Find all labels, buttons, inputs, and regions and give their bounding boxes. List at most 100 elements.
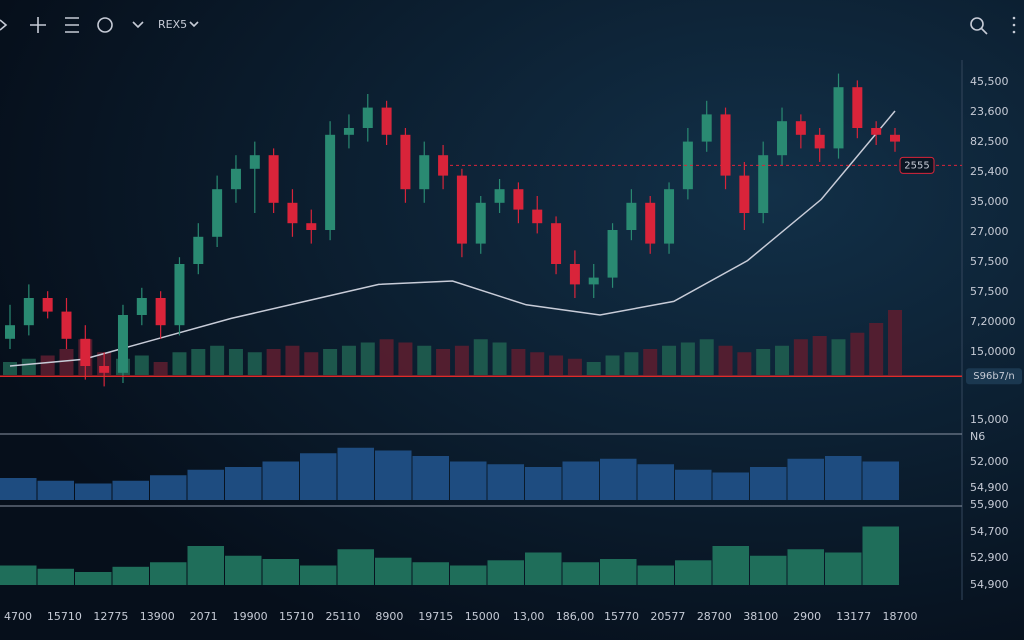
candle-body bbox=[551, 223, 562, 264]
osc1-bar bbox=[150, 475, 187, 500]
osc2-bar bbox=[675, 560, 712, 585]
osc2-bar bbox=[150, 562, 187, 585]
volume-bar bbox=[40, 355, 55, 375]
volume-bar bbox=[756, 349, 771, 375]
volume-bar bbox=[323, 349, 338, 375]
menu-icon[interactable] bbox=[65, 17, 79, 33]
indicator-axis-label: 52,900 bbox=[970, 551, 1009, 564]
moving-average bbox=[9, 110, 896, 367]
volume-bar bbox=[662, 345, 677, 375]
osc1-bar bbox=[375, 450, 412, 500]
volume-bar bbox=[398, 342, 413, 375]
add-icon[interactable] bbox=[30, 17, 46, 33]
candle-body bbox=[287, 202, 298, 224]
candle-body bbox=[456, 175, 467, 244]
time-label: 4700 bbox=[4, 610, 32, 623]
osc2-bar bbox=[375, 557, 412, 585]
more-icon[interactable] bbox=[1012, 16, 1016, 20]
candle-body bbox=[569, 264, 580, 285]
symbol-dropdown[interactable] bbox=[189, 21, 199, 28]
osc1-bar bbox=[825, 456, 862, 500]
candle-body bbox=[212, 189, 223, 237]
candle-body bbox=[758, 155, 769, 213]
osc2-bar bbox=[825, 552, 862, 585]
candle-body bbox=[117, 315, 128, 373]
time-label: 15710 bbox=[47, 610, 82, 623]
time-label: 13,00 bbox=[513, 610, 545, 623]
osc1-bar bbox=[637, 464, 674, 500]
price-axis-label: 45,500 bbox=[970, 75, 1009, 88]
osc1-bar bbox=[112, 480, 149, 500]
time-label: 13900 bbox=[140, 610, 175, 623]
volume-bar bbox=[869, 323, 884, 375]
candle-body bbox=[532, 209, 543, 224]
osc2-bar bbox=[412, 562, 449, 585]
osc2-bar bbox=[787, 549, 824, 585]
candle-body bbox=[99, 366, 110, 373]
candle-body bbox=[42, 298, 53, 312]
candle-body bbox=[306, 223, 317, 230]
time-label: 15710 bbox=[279, 610, 314, 623]
volume-bar bbox=[812, 336, 827, 375]
osc2-bar bbox=[862, 526, 899, 585]
search-icon[interactable] bbox=[970, 17, 984, 31]
volume-bar bbox=[3, 362, 17, 375]
arrow-icon[interactable] bbox=[0, 19, 8, 31]
volume-bar bbox=[379, 339, 394, 375]
osc1-bar bbox=[487, 464, 524, 500]
volume-bar bbox=[172, 352, 187, 375]
volume-bar bbox=[511, 349, 526, 375]
price-axis-label: 82,500 bbox=[970, 135, 1009, 148]
volume-bar bbox=[643, 349, 658, 375]
volume-bar bbox=[247, 352, 262, 375]
price-axis-label: 7,20000 bbox=[970, 315, 1016, 328]
level-label: 2555 bbox=[904, 160, 929, 171]
candle-body bbox=[588, 277, 599, 285]
volume-bar bbox=[567, 358, 582, 375]
candle-body bbox=[513, 189, 524, 210]
osc2-bar bbox=[525, 552, 562, 585]
volume-bar bbox=[285, 345, 300, 375]
candle-body bbox=[136, 298, 147, 315]
price-axis-label: 25,400 bbox=[970, 165, 1009, 178]
osc2-bar bbox=[0, 565, 37, 585]
time-label: 38100 bbox=[743, 610, 778, 623]
volume-bar bbox=[718, 345, 733, 375]
osc1-bar bbox=[862, 461, 899, 500]
symbol[interactable]: REX5 bbox=[158, 18, 187, 31]
candle-body bbox=[343, 128, 354, 135]
volume-bar bbox=[341, 345, 356, 375]
osc2-bar bbox=[75, 572, 112, 585]
indicator-axis-label: 54,900 bbox=[970, 578, 1009, 591]
osc1-bar bbox=[562, 461, 599, 500]
osc1-bar bbox=[0, 478, 37, 500]
volume-bar bbox=[210, 345, 225, 375]
candle-body bbox=[155, 298, 166, 326]
candle-body bbox=[626, 202, 637, 230]
dropdown-icon[interactable] bbox=[132, 21, 144, 29]
level-tag bbox=[966, 368, 1022, 385]
price-axis-label: 57,500 bbox=[970, 285, 1009, 298]
osc2-bar bbox=[600, 559, 637, 585]
time-label: 2900 bbox=[793, 610, 821, 623]
volume-bar bbox=[228, 349, 243, 375]
osc2-bar bbox=[187, 546, 224, 585]
osc1-bar bbox=[187, 469, 224, 500]
osc1-bar bbox=[412, 456, 449, 500]
candle-body bbox=[682, 141, 693, 190]
time-label: 20577 bbox=[650, 610, 685, 623]
candle-body bbox=[400, 134, 411, 190]
volume-bar bbox=[454, 345, 469, 375]
candle-body bbox=[871, 128, 882, 135]
indicator-axis-label: 15,000 bbox=[970, 413, 1009, 426]
candle-body bbox=[852, 87, 863, 128]
osc1-bar bbox=[787, 458, 824, 500]
candle-body bbox=[362, 107, 373, 128]
osc2-bar bbox=[337, 549, 374, 585]
osc2-bar bbox=[562, 562, 599, 585]
candle-body bbox=[193, 236, 204, 264]
volume-bar bbox=[605, 355, 620, 375]
osc1-bar bbox=[337, 447, 374, 500]
candle-body bbox=[814, 134, 825, 149]
indicator-icon[interactable] bbox=[97, 17, 113, 33]
